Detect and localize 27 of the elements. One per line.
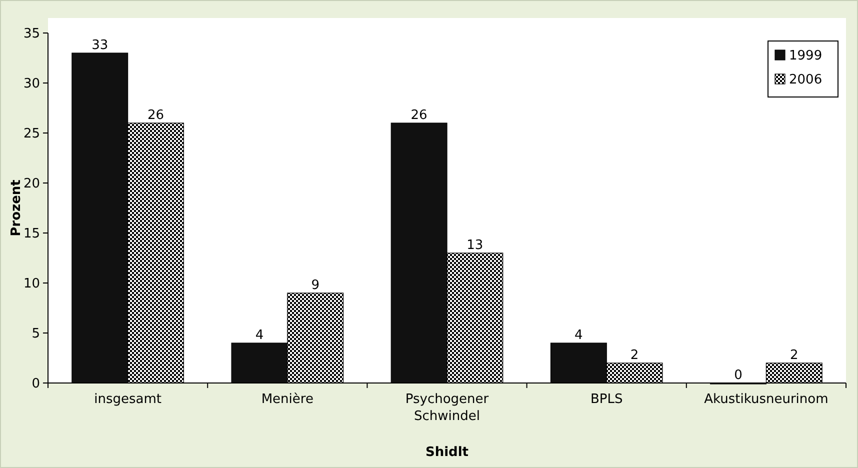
y-tick-label: 30	[23, 76, 40, 92]
y-tick-label: 20	[23, 176, 40, 192]
data-label: 26	[410, 108, 428, 123]
x-tick-label: BPLS	[590, 392, 623, 407]
y-tick-label: 10	[23, 276, 40, 292]
legend-label: 2006	[789, 72, 822, 88]
x-tick-label: Psychogener Schwindel	[405, 392, 490, 424]
y-tick-label: 35	[23, 26, 40, 42]
y-tick-label: 25	[23, 126, 40, 142]
data-label: 33	[92, 38, 108, 53]
data-label: 4	[574, 328, 583, 343]
y-axis-title: Prozent	[9, 180, 24, 236]
data-label: 4	[255, 328, 264, 343]
data-label: 26	[147, 108, 164, 123]
data-label: 2	[790, 348, 798, 363]
y-tick-label: 15	[23, 226, 40, 242]
legend-label: 1999	[789, 48, 822, 64]
x-tick-label: Akustikusneurinom	[704, 392, 828, 407]
x-tick-label: Menière	[261, 392, 314, 407]
y-tick-label: 5	[32, 326, 40, 342]
x-axis-title: Shidlt	[425, 445, 469, 460]
data-label: 0	[734, 368, 742, 383]
y-tick-label: 0	[32, 376, 40, 392]
data-label: 9	[311, 278, 320, 293]
x-tick-label: insgesamt	[94, 392, 162, 407]
data-label: 13	[466, 238, 484, 253]
data-label: 2	[630, 348, 639, 363]
